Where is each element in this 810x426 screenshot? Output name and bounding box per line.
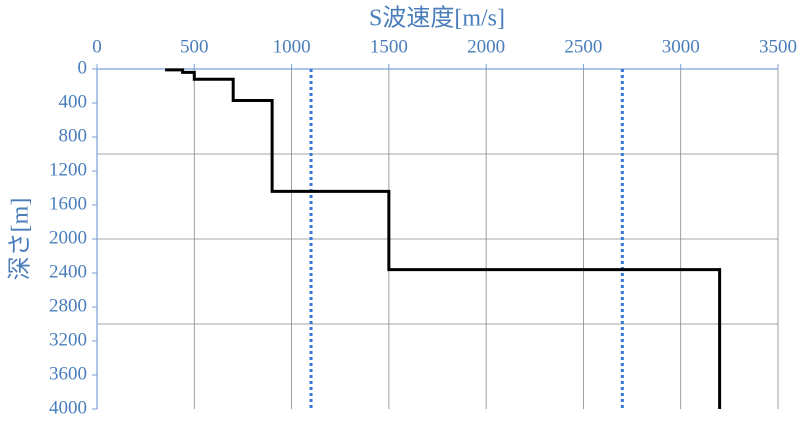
y-tick-label: 1200 — [49, 159, 87, 180]
y-tick-label: 3200 — [49, 329, 87, 350]
y-tick-label: 4000 — [49, 397, 87, 418]
x-tick-label: 2000 — [467, 36, 505, 57]
y-tick-label: 2800 — [49, 295, 87, 316]
y-tick-label: 800 — [59, 125, 88, 146]
x-tick-label: 3000 — [662, 36, 700, 57]
y-tick-label: 2400 — [49, 261, 87, 282]
x-tick-label: 1500 — [370, 36, 408, 57]
x-tick-label: 1000 — [273, 36, 311, 57]
y-tick-label: 1600 — [49, 193, 87, 214]
x-tick-label: 3500 — [759, 36, 797, 57]
y-tick-label: 2000 — [49, 227, 87, 248]
y-tick-label: 3600 — [49, 363, 87, 384]
x-tick-label: 500 — [180, 36, 209, 57]
y-tick-label: 400 — [59, 91, 88, 112]
data-line — [165, 68, 722, 409]
y-axis-title: 深さ[m] — [7, 198, 34, 281]
y-tick-label: 0 — [78, 57, 88, 78]
x-tick-label: 2500 — [564, 36, 602, 57]
x-tick-label: 0 — [92, 36, 102, 57]
x-axis-title: S波速度[m/s] — [369, 5, 505, 32]
